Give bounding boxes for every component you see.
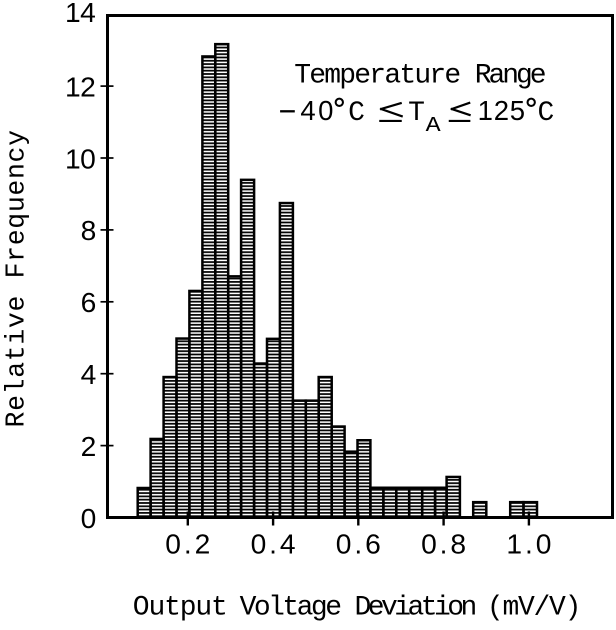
svg-text:1.0: 1.0 [506,528,551,560]
svg-text:4: 4 [81,358,97,390]
svg-text:12: 12 [65,70,96,102]
svg-text:Deviation: Deviation [355,593,478,624]
svg-text:Range: Range [475,61,547,92]
svg-text:0.4: 0.4 [251,528,296,560]
svg-text:0.2: 0.2 [165,528,210,560]
svg-text:Output: Output [133,593,228,624]
svg-text:C: C [538,98,555,129]
svg-text:8: 8 [81,214,97,246]
svg-text:Temperature: Temperature [294,61,461,92]
svg-text:T: T [408,98,425,129]
svg-text:C: C [348,98,365,129]
svg-text:Voltage: Voltage [240,593,342,624]
svg-text:0: 0 [81,502,97,534]
svg-text:0.6: 0.6 [336,528,381,560]
svg-text:2: 2 [81,430,97,462]
svg-text:14: 14 [65,0,96,28]
svg-text:0.8: 0.8 [421,528,466,560]
svg-text:125: 125 [478,95,525,126]
svg-text:Relative Frequency: Relative Frequency [2,130,32,428]
svg-text:A: A [426,114,441,138]
svg-text:10: 10 [65,142,96,174]
svg-text:(mV/V): (mV/V) [487,593,582,624]
svg-text:6: 6 [81,286,97,318]
